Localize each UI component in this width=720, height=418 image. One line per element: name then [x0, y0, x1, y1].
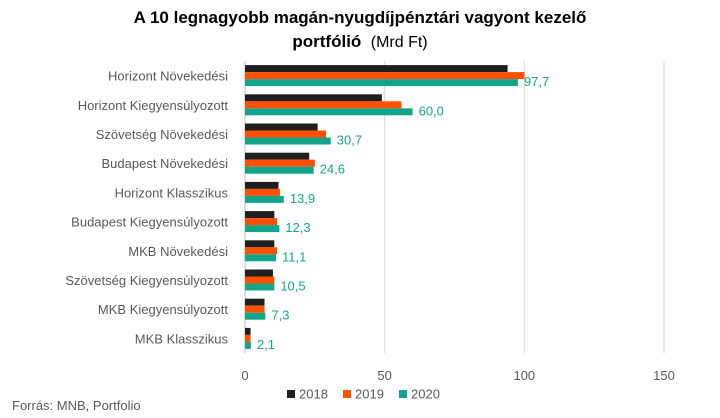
- category-label-4: Horizont Klasszikus: [115, 185, 229, 200]
- bar-2020-4: [245, 195, 284, 203]
- bar-2020-8: [245, 312, 266, 320]
- data-label-8: 7,3: [271, 308, 289, 323]
- legend-swatch-2019: [343, 390, 351, 398]
- chart-title-line1: A 10 legnagyobb magán-nyugdíjpénztári va…: [133, 8, 587, 27]
- x-tick-label-3: 150: [653, 368, 675, 383]
- category-label-0: Horizont Növekedési: [108, 69, 228, 84]
- category-label-9: MKB Klasszikus: [135, 331, 229, 346]
- bar-2019-2: [245, 130, 327, 138]
- bar-2019-4: [245, 188, 280, 196]
- data-label-1: 60,0: [419, 103, 444, 118]
- category-label-1: Horizont Kiegyensúlyozott: [78, 98, 229, 113]
- bar-2020-5: [245, 225, 280, 233]
- legend-label-2020: 2020: [411, 387, 440, 402]
- data-label-4: 13,9: [290, 191, 315, 206]
- bar-2020-2: [245, 137, 331, 145]
- category-label-7: Szövetség Kiegyensúlyozott: [65, 273, 228, 288]
- bar-2020-7: [245, 283, 275, 291]
- data-label-3: 24,6: [320, 162, 345, 177]
- x-tick-label-1: 50: [377, 368, 391, 383]
- category-label-6: MKB Növekedési: [128, 244, 228, 259]
- legend-swatch-2020: [399, 390, 407, 398]
- data-label-7: 10,5: [280, 279, 305, 294]
- data-label-2: 30,7: [337, 133, 362, 148]
- legend-swatch-2018: [287, 390, 295, 398]
- bar-2018-2: [245, 123, 318, 131]
- data-label-6: 11,1: [282, 249, 306, 264]
- x-tick-label-2: 100: [513, 368, 535, 383]
- bar-2019-7: [245, 276, 275, 284]
- source-note: Forrás: MNB, Portfolio: [12, 398, 141, 413]
- bar-2018-1: [245, 94, 382, 102]
- chart-title: A 10 legnagyobb magán-nyugdíjpénztári va…: [0, 6, 720, 55]
- bar-2018-5: [245, 211, 275, 219]
- chart-title-unit: (Mrd Ft): [370, 34, 428, 51]
- data-label-9: 2,1: [257, 337, 275, 352]
- bar-2018-4: [245, 181, 279, 189]
- bar-2019-6: [245, 247, 278, 255]
- chart-title-line2: portfólió: [292, 32, 362, 51]
- bar-2020-1: [245, 108, 413, 116]
- bar-2020-6: [245, 254, 277, 262]
- bar-2018-9: [245, 327, 251, 335]
- bar-2019-3: [245, 159, 315, 167]
- x-tick-label-0: 0: [241, 368, 248, 383]
- bar-2020-3: [245, 166, 314, 174]
- bar-2019-9: [245, 334, 251, 342]
- category-label-8: MKB Kiegyensúlyozott: [98, 302, 228, 317]
- category-label-2: Szövetség Növekedési: [96, 127, 228, 142]
- bar-2019-1: [245, 101, 402, 109]
- bar-2019-8: [245, 305, 265, 313]
- bar-2018-7: [245, 269, 273, 277]
- bar-2020-9: [245, 341, 251, 349]
- bar-2018-6: [245, 240, 275, 248]
- data-label-5: 12,3: [285, 220, 310, 235]
- bar-2018-0: [245, 65, 508, 73]
- bar-2018-8: [245, 298, 265, 306]
- legend-label-2019: 2019: [355, 387, 384, 402]
- category-label-5: Budapest Kiegyensúlyozott: [71, 215, 228, 230]
- bar-2019-0: [245, 72, 525, 80]
- data-label-0: 97,7: [524, 74, 549, 89]
- legend-label-2018: 2018: [299, 387, 328, 402]
- bar-2018-3: [245, 152, 310, 160]
- bar-2019-5: [245, 218, 278, 226]
- category-label-3: Budapest Növekedési: [102, 156, 229, 171]
- bar-2020-0: [245, 79, 518, 87]
